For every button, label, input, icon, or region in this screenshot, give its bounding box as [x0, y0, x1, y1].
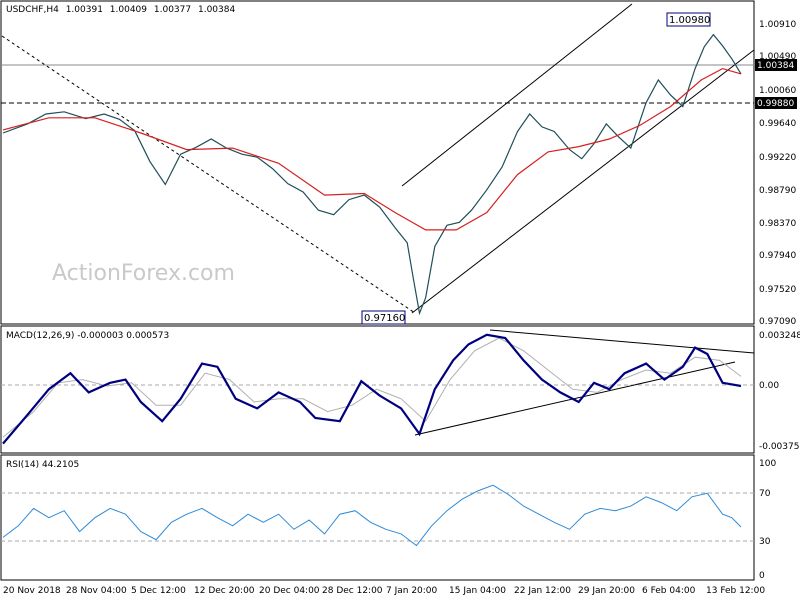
rsi-line: [2, 484, 742, 547]
symbol-label: USDCHF,H4: [6, 5, 59, 15]
macd-tick: 0.003248: [759, 331, 800, 341]
low-callout: 0.97160: [364, 313, 405, 324]
low-callout-box: [361, 310, 406, 325]
x-tick: 6 Feb 04:00: [642, 586, 696, 596]
x-tick: 5 Dec 12:00: [131, 586, 186, 596]
level-label: 0.99880: [757, 99, 794, 109]
price-tick: 0.99220: [759, 153, 796, 163]
x-tick: 12 Dec 20:00: [194, 586, 255, 596]
rsi-label: RSI(14) 44.2105: [6, 460, 79, 470]
channel-lower-line: [411, 49, 755, 314]
price-tick: 0.98790: [759, 186, 796, 196]
price-tick: 1.00490: [759, 52, 796, 62]
price-y-axis: 1.00910 1.00490 1.00060 0.99640 0.99220 …: [759, 20, 796, 327]
x-tick: 28 Nov 04:00: [66, 586, 127, 596]
x-tick: 7 Jan 20:00: [386, 586, 438, 596]
rsi-tick: 30: [759, 537, 771, 547]
x-tick: 28 Dec 12:00: [322, 586, 383, 596]
watermark: ActionForex.com: [52, 261, 235, 286]
rsi-tick: 100: [759, 459, 776, 469]
level-badge: [755, 97, 797, 109]
price-tick: 0.99640: [759, 119, 796, 129]
macd-upper-trendline: [489, 329, 755, 354]
x-axis: 20 Nov 2018 28 Nov 04:00 5 Dec 12:00 12 …: [3, 586, 765, 596]
price-tick: 0.97520: [759, 285, 796, 295]
macd-line: [2, 333, 742, 445]
downtrend-line: [1, 35, 416, 314]
rsi-tick: 0: [759, 571, 765, 581]
price-tick: 1.00060: [759, 86, 796, 96]
current-price-badge: [755, 59, 797, 71]
x-tick: 13 Feb 12:00: [706, 586, 765, 596]
price-line: [2, 33, 742, 316]
macd-label: MACD(12,26,9) -0.000003 0.000573: [6, 331, 169, 341]
price-panel: [0, 0, 755, 325]
price-tick: 0.97940: [759, 251, 796, 261]
macd-lower-trendline: [414, 361, 736, 436]
macd-tick: -0.003753: [759, 442, 800, 452]
price-tick: 0.98370: [759, 219, 796, 229]
x-tick: 20 Dec 04:00: [259, 586, 320, 596]
ohlc-close: 1.00384: [198, 5, 235, 15]
rsi-tick: 70: [759, 489, 771, 499]
macd-tick: 0.00: [759, 381, 779, 391]
ohlc-low: 1.00377: [154, 5, 191, 15]
x-tick: 22 Jan 12:00: [514, 586, 571, 596]
macd-signal-line: [2, 337, 742, 438]
moving-average-line: [2, 67, 742, 231]
x-tick: 29 Jan 20:00: [578, 586, 635, 596]
price-header: USDCHF,H4 1.00391 1.00409 1.00377 1.0038…: [6, 5, 235, 15]
ohlc-high: 1.00409: [110, 5, 147, 15]
high-callout: 1.00980: [669, 15, 710, 26]
price-tick: 0.97090: [759, 317, 796, 327]
price-tick: 1.00910: [759, 20, 796, 30]
x-tick: 20 Nov 2018: [3, 586, 61, 596]
rsi-panel: [0, 454, 755, 581]
current-price-label: 1.00384: [757, 61, 794, 71]
ohlc-open: 1.00391: [66, 5, 103, 15]
channel-upper-line: [401, 3, 633, 187]
high-callout-box: [666, 12, 711, 27]
x-tick: 15 Jan 04:00: [449, 586, 506, 596]
